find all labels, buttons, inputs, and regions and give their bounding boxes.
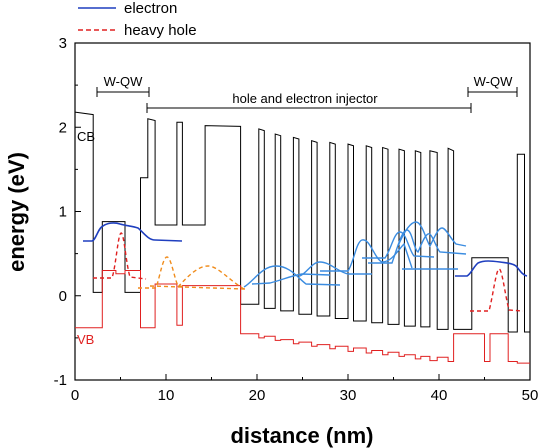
injector-hole-state-1 (138, 256, 187, 289)
vb-label: VB (77, 332, 94, 347)
x-tick-label: 40 (431, 387, 448, 404)
hole-wavefunction-left (93, 232, 147, 280)
qw-right-bracket (467, 87, 518, 97)
x-axis-title: distance (nm) (230, 423, 373, 448)
series-layer (75, 111, 530, 364)
x-tick-label: 10 (158, 387, 175, 404)
injector-electron-state-6 (368, 229, 467, 264)
injector-label: hole and electron injector (232, 91, 378, 106)
legend: electron heavy hole (78, 0, 197, 39)
injector-bracket (146, 103, 472, 113)
series-line-cb (75, 111, 530, 333)
qw-right-label: W-QW (474, 74, 513, 89)
y-tick-label: 1 (59, 204, 67, 221)
electron-wavefunction-left (83, 222, 183, 242)
electron-wavefunction-right (455, 260, 528, 277)
injector-electron-state-2 (251, 273, 331, 285)
x-tick-label: 50 (522, 387, 539, 404)
x-tick-label: 20 (249, 387, 266, 404)
y-axis: -1 0 1 2 3 (54, 35, 81, 389)
annotations: W-QW hole and electron injector W-QW CB … (77, 74, 518, 347)
injector-electron-state-3 (299, 261, 372, 277)
y-tick-label: 0 (59, 288, 67, 305)
series-line-vb (75, 270, 530, 364)
x-tick-label: 30 (340, 387, 357, 404)
cb-label: CB (77, 129, 95, 144)
injector-hole-state-2 (177, 265, 245, 290)
legend-label-heavy-hole: heavy hole (124, 22, 197, 39)
qw-left-label: W-QW (104, 74, 143, 89)
injector-hole-state-3 (149, 285, 246, 290)
legend-label-electron: electron (124, 0, 177, 17)
qw-left-bracket (96, 87, 150, 97)
hole-wavefunction-right (470, 268, 524, 312)
wavefunction-layer (83, 221, 528, 312)
injector-electron-state-7 (397, 221, 467, 248)
injector-electron-state-4 (320, 239, 413, 272)
y-tick-label: 3 (59, 35, 67, 52)
injector-electron-state-1 (243, 265, 341, 288)
y-axis-title: energy (eV) (4, 152, 29, 272)
x-axis: 0 10 20 30 40 50 (71, 374, 539, 404)
y-tick-label: -1 (54, 372, 67, 389)
x-tick-label: 0 (71, 387, 79, 404)
y-tick-label: 2 (59, 119, 67, 136)
injector-electron-state-5 (362, 231, 435, 259)
